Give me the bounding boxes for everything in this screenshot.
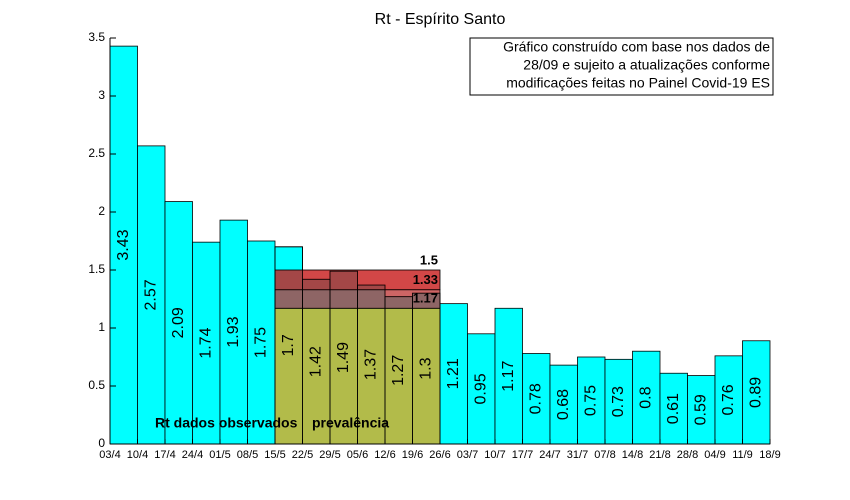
x-tick-label: 18/9 — [759, 449, 780, 461]
bar — [549, 364, 578, 445]
value-label: 0.68 — [555, 389, 572, 420]
bar — [164, 201, 193, 445]
x-tick-label: 12/6 — [374, 449, 395, 461]
bar — [742, 340, 771, 445]
value-label: 1.42 — [307, 346, 324, 377]
note-text: 28/09 e sujeito a atualizações conforme — [523, 57, 770, 73]
bar — [137, 145, 166, 445]
x-tick-label: 24/4 — [182, 449, 203, 461]
level-label: 1.5 — [420, 252, 438, 267]
value-label: 1.7 — [280, 334, 297, 356]
bar — [109, 45, 138, 445]
x-tick-label: 04/9 — [704, 449, 725, 461]
y-tick-label: 2.5 — [88, 146, 105, 160]
x-tick-label: 15/5 — [264, 449, 285, 461]
y-tick-label: 0 — [98, 436, 105, 450]
value-label: 0.59 — [692, 394, 709, 425]
x-tick-label: 07/8 — [594, 449, 615, 461]
x-tick-label: 31/7 — [567, 449, 588, 461]
x-tick-label: 05/6 — [347, 449, 368, 461]
level-label: 1.33 — [413, 272, 438, 287]
value-label: 1.3 — [417, 357, 434, 379]
value-label: 0.76 — [720, 384, 737, 415]
x-tick-label: 17/4 — [154, 449, 175, 461]
value-label: 0.89 — [747, 377, 764, 408]
x-tick-label: 24/7 — [539, 449, 560, 461]
bar — [577, 356, 606, 445]
y-tick-label: 1 — [98, 320, 105, 334]
x-tick-label: 17/7 — [512, 449, 533, 461]
note-text: Gráfico construído com base nos dados de — [503, 39, 770, 55]
value-label: 2.09 — [170, 307, 187, 338]
value-label: 0.75 — [582, 385, 599, 416]
value-label: 0.61 — [665, 393, 682, 424]
bar — [687, 375, 716, 445]
x-tick-label: 26/6 — [429, 449, 450, 461]
x-tick-label: 19/6 — [402, 449, 423, 461]
bar — [604, 358, 633, 445]
x-tick-label: 28/8 — [677, 449, 698, 461]
x-tick-label: 21/8 — [649, 449, 670, 461]
value-label: 1.93 — [225, 316, 242, 347]
note-text: modificações feitas no Painel Covid-19 E… — [506, 75, 770, 91]
x-tick-label: 03/7 — [457, 449, 478, 461]
level-label: 1.17 — [413, 291, 438, 306]
bar — [632, 350, 661, 445]
y-tick-label: 1.5 — [88, 262, 105, 276]
value-label: 1.74 — [197, 327, 214, 358]
value-label: 0.78 — [527, 383, 544, 414]
bar — [659, 372, 688, 445]
x-tick-label: 03/4 — [99, 449, 120, 461]
value-label: 0.95 — [472, 373, 489, 404]
y-tick-label: 3.5 — [88, 30, 105, 44]
x-tick-label: 14/8 — [622, 449, 643, 461]
bar — [714, 355, 743, 445]
value-label: 2.57 — [142, 279, 159, 310]
x-tick-label: 10/7 — [484, 449, 505, 461]
annotation: prevalência — [312, 415, 389, 431]
value-label: 1.49 — [335, 342, 352, 373]
x-tick-label: 10/4 — [127, 449, 148, 461]
x-tick-label: 08/5 — [237, 449, 258, 461]
y-tick-label: 2 — [98, 204, 105, 218]
bar — [467, 333, 496, 445]
chart-title: Rt - Espírito Santo — [375, 11, 506, 28]
x-tick-label: 22/5 — [292, 449, 313, 461]
value-label: 1.21 — [445, 358, 462, 389]
x-tick-label: 01/5 — [209, 449, 230, 461]
value-label: 0.8 — [637, 386, 654, 408]
bar — [247, 240, 276, 445]
x-tick-label: 11/9 — [732, 449, 753, 461]
value-label: 1.17 — [500, 360, 517, 391]
value-label: 1.37 — [362, 349, 379, 380]
value-label: 1.27 — [390, 355, 407, 386]
y-tick-label: 3 — [98, 88, 105, 102]
value-label: 3.43 — [115, 229, 132, 260]
x-tick-label: 29/5 — [319, 449, 340, 461]
note-box — [469, 37, 774, 96]
value-label: 1.75 — [252, 327, 269, 358]
value-label: 0.73 — [610, 386, 627, 417]
bar — [522, 353, 551, 445]
y-tick-label: 0.5 — [88, 378, 105, 392]
annotation: Rt dados observados — [155, 415, 298, 431]
